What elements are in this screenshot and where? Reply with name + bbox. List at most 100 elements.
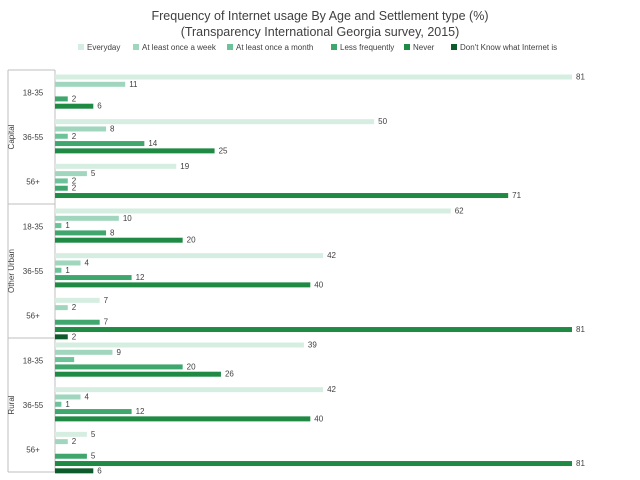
bar [55, 133, 68, 139]
data-label: 26 [225, 370, 234, 379]
data-label: 1 [65, 266, 70, 275]
bar [55, 230, 107, 236]
chart-title: Frequency of Internet usage By Age and S… [151, 9, 489, 23]
data-label: 2 [72, 94, 77, 103]
data-label: 2 [72, 132, 77, 141]
bar [55, 208, 451, 214]
legend-item: Less frequently [331, 43, 394, 53]
data-label: 9 [116, 348, 121, 357]
data-label: 20 [187, 362, 196, 371]
legend-swatch [133, 44, 139, 50]
bar [55, 349, 113, 355]
legend-item: Don't Know what Internet is [451, 43, 557, 53]
chart-title-block: Frequency of Internet usage By Age and S… [0, 8, 640, 40]
bar [55, 119, 375, 125]
legend-item: Never [404, 43, 434, 53]
bar [55, 334, 68, 340]
data-label: 12 [136, 273, 145, 282]
bar [55, 439, 68, 445]
bar [55, 431, 87, 437]
settlement-label: Other Urban [7, 249, 16, 293]
data-label: 12 [136, 407, 145, 416]
legend-swatch [78, 44, 84, 50]
bar [55, 357, 75, 363]
data-label: 40 [314, 414, 323, 423]
bar [55, 387, 324, 393]
age-label: 56+ [26, 178, 40, 187]
data-label: 5 [91, 430, 96, 439]
bar [55, 409, 132, 415]
bar [55, 81, 126, 87]
bar [55, 282, 311, 288]
legend-swatch [331, 44, 337, 50]
bar [55, 126, 107, 132]
bar [55, 141, 145, 147]
data-label: 50 [378, 117, 387, 126]
data-label: 7 [104, 318, 109, 327]
data-label: 4 [85, 258, 90, 267]
data-label: 42 [327, 251, 336, 260]
data-label: 8 [110, 228, 115, 237]
data-label: 25 [219, 146, 228, 155]
bar [55, 371, 221, 377]
data-label: 1 [65, 221, 70, 230]
bar [55, 237, 183, 243]
bar [55, 96, 68, 102]
bar [55, 327, 572, 333]
age-label: 18-35 [23, 88, 44, 97]
bar [55, 364, 183, 370]
bar [55, 461, 572, 467]
bar [55, 342, 304, 348]
bar [55, 148, 215, 154]
data-label: 6 [97, 102, 102, 111]
data-label: 71 [512, 191, 521, 200]
bar [55, 103, 94, 109]
settlement-label: Capital [7, 124, 16, 149]
data-label: 81 [576, 459, 585, 468]
settlement-label: Rural [7, 395, 16, 414]
bar [55, 253, 324, 259]
data-label: 2 [72, 184, 77, 193]
data-label: 62 [455, 207, 464, 216]
bar [55, 319, 100, 325]
data-label: 1 [65, 400, 70, 409]
legend-swatch [404, 44, 410, 50]
bar [55, 185, 68, 191]
bar [55, 223, 62, 229]
legend-label: Don't Know what Internet is [460, 43, 558, 52]
age-label: 36-55 [23, 267, 44, 276]
age-label: 18-35 [23, 356, 44, 365]
bar [55, 401, 62, 407]
data-label: 5 [91, 452, 96, 461]
data-label: 39 [308, 341, 317, 350]
data-label: 40 [314, 280, 323, 289]
chart-subtitle: (Transparency International Georgia surv… [180, 25, 460, 39]
age-label: 56+ [26, 312, 40, 321]
data-label: 14 [148, 139, 157, 148]
bar [55, 260, 81, 266]
legend-item: At least once a week [133, 43, 216, 53]
data-label: 10 [123, 214, 132, 223]
bar [55, 394, 81, 400]
data-label: 2 [72, 176, 77, 185]
age-label: 18-35 [23, 222, 44, 231]
bar [55, 297, 100, 303]
bar [55, 193, 509, 199]
bar [55, 267, 62, 273]
bar [55, 468, 94, 474]
legend-label: At least once a week [142, 43, 216, 52]
data-label: 81 [576, 73, 585, 82]
data-label: 20 [187, 236, 196, 245]
data-label: 42 [327, 385, 336, 394]
legend-label: Never [413, 43, 435, 52]
legend-swatch [451, 44, 457, 50]
data-label: 81 [576, 325, 585, 334]
data-label: 11 [129, 80, 138, 89]
age-label: 36-55 [23, 133, 44, 142]
bar [55, 163, 177, 169]
bar [55, 275, 132, 281]
bar [55, 305, 68, 311]
data-label: 6 [97, 466, 102, 475]
bar [55, 74, 572, 80]
legend-item: At least once a month [227, 43, 313, 53]
